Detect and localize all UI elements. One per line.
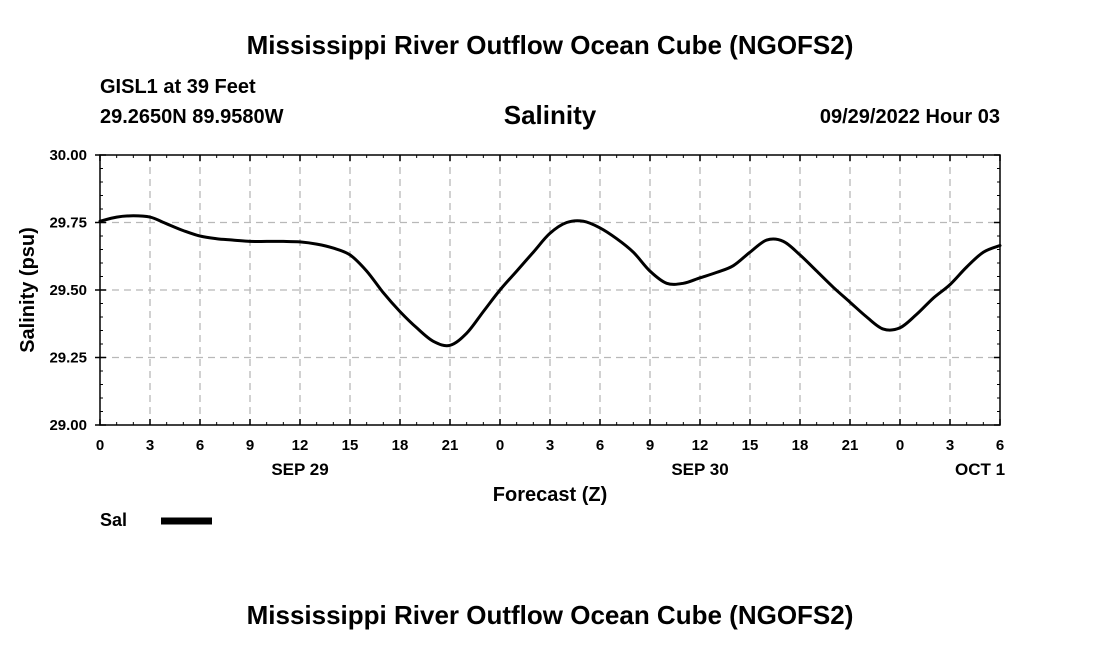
station-coordinates: 29.2650N 89.9580W xyxy=(100,106,284,128)
plot-frame xyxy=(99,154,1001,426)
label-layer: 0 3 6 9 12 15 18 21 0 3 6 9 12 15 18 21 0 3 6 29.00 29.25 29.… xyxy=(49,147,1005,479)
series-point-sal xyxy=(299,241,301,243)
series-point-sal xyxy=(816,270,818,272)
x-tick-label: 6 xyxy=(596,437,604,454)
series-point-sal xyxy=(833,287,835,289)
series-point-sal xyxy=(133,215,135,217)
x-tick-label: 12 xyxy=(692,437,709,454)
x-tick-label: 3 xyxy=(546,437,554,454)
series-point-sal xyxy=(683,282,685,284)
series-point-sal xyxy=(266,241,268,243)
series-point-sal xyxy=(499,289,501,291)
x-date-label: SEP 29 xyxy=(271,460,328,479)
series-point-sal xyxy=(983,251,985,253)
series-point-sal xyxy=(149,216,151,218)
station-label: GISL1 at 39 Feet xyxy=(100,76,256,98)
footer-title: Mississippi River Outflow Ocean Cube (NG… xyxy=(246,600,854,630)
series-point-sal xyxy=(866,316,868,318)
x-tick-label: 12 xyxy=(292,437,309,454)
x-date-label: SEP 30 xyxy=(671,460,728,479)
series-point-sal xyxy=(699,277,701,279)
series-point-sal xyxy=(933,297,935,299)
series-point-sal xyxy=(649,270,651,272)
x-tick-label: 9 xyxy=(246,437,254,454)
series-point-sal xyxy=(949,284,951,286)
series-point-sal xyxy=(333,247,335,249)
x-tick-label: 6 xyxy=(196,437,204,454)
y-tick-label: 29.50 xyxy=(49,282,87,299)
series-point-sal xyxy=(416,327,418,329)
series-point-sal xyxy=(666,282,668,284)
series-point-sal xyxy=(483,311,485,313)
x-tick-label: 18 xyxy=(392,437,409,454)
series-point-sal xyxy=(633,251,635,253)
series-point-sal xyxy=(116,216,118,218)
series-point-sal xyxy=(749,251,751,253)
chart-subtitle: Salinity xyxy=(503,100,597,130)
x-tick-label: 9 xyxy=(646,437,654,454)
series-point-sal xyxy=(199,235,201,237)
series-point-sal xyxy=(766,239,768,241)
series-point-sal xyxy=(616,238,618,240)
series-point-sal xyxy=(216,238,218,240)
series-point-sal xyxy=(966,266,968,268)
x-tick-label: 3 xyxy=(946,437,954,454)
main-title: Mississippi River Outflow Ocean Cube (NG… xyxy=(246,30,854,60)
series-point-sal xyxy=(566,222,568,224)
series-point-sal xyxy=(399,311,401,313)
series-point-sal xyxy=(249,241,251,243)
series-point-sal xyxy=(783,241,785,243)
series-point-sal xyxy=(599,227,601,229)
series-point-sal xyxy=(516,270,518,272)
series-point-sal xyxy=(799,254,801,256)
series-line-sal xyxy=(98,214,1002,348)
series-point-sal xyxy=(549,233,551,235)
y-tick-label: 29.00 xyxy=(49,417,87,434)
y-tick-label: 29.75 xyxy=(49,215,87,232)
series-point-sal xyxy=(466,332,468,334)
series-point-sal xyxy=(366,270,368,272)
x-tick-label: 3 xyxy=(146,437,154,454)
series-point-sal xyxy=(449,345,451,347)
series-point-sal xyxy=(883,328,885,330)
series-point-sal xyxy=(349,254,351,256)
x-tick-label: 21 xyxy=(842,437,859,454)
series-point-sal xyxy=(583,220,585,222)
forecast-datetime: 09/29/2022 Hour 03 xyxy=(819,106,1000,128)
y-axis-label: Salinity (psu) xyxy=(17,227,39,353)
series-point-sal xyxy=(99,220,101,222)
x-tick-label: 6 xyxy=(996,437,1004,454)
x-tick-label: 0 xyxy=(496,437,504,454)
x-tick-label: 15 xyxy=(342,437,359,454)
y-tick-label: 30.00 xyxy=(49,147,87,164)
x-date-label: OCT 1 xyxy=(955,460,1005,479)
series-point-sal xyxy=(999,245,1001,247)
legend: Sal xyxy=(100,510,212,530)
series-point-sal xyxy=(283,241,285,243)
x-axis-label: Forecast (Z) xyxy=(493,484,607,506)
series-point-sal xyxy=(316,243,318,245)
legend-label-sal: Sal xyxy=(100,510,127,530)
series-point-sal xyxy=(233,239,235,241)
x-tick-label: 21 xyxy=(442,437,459,454)
x-tick-label: 0 xyxy=(896,437,904,454)
series-layer xyxy=(98,214,1002,348)
series-point-sal xyxy=(733,265,735,267)
series-point-sal xyxy=(849,301,851,303)
x-tick-label: 18 xyxy=(792,437,809,454)
series-point-sal xyxy=(899,327,901,329)
series-point-sal xyxy=(716,272,718,274)
x-tick-label: 15 xyxy=(742,437,759,454)
series-point-sal xyxy=(383,292,385,294)
series-point-sal xyxy=(533,251,535,253)
grid-layer xyxy=(100,155,1000,425)
y-tick-label: 29.25 xyxy=(49,350,87,367)
series-point-sal xyxy=(183,230,185,232)
series-point-sal xyxy=(433,341,435,343)
x-tick-label: 0 xyxy=(96,437,104,454)
series-point-sal xyxy=(916,314,918,316)
series-point-sal xyxy=(166,223,168,225)
